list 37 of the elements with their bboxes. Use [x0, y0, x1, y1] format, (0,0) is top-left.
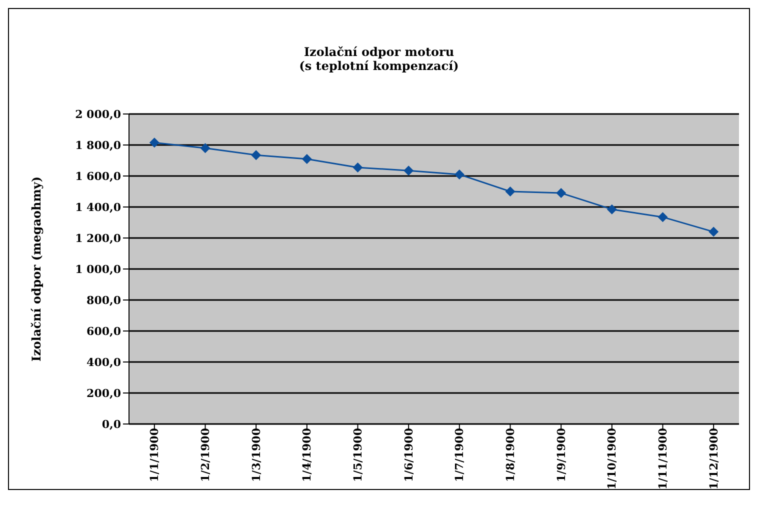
point: [352, 162, 363, 172]
point: [505, 186, 516, 196]
y-tick-label: 1 800,0: [75, 138, 122, 152]
y-tick-label: 400,0: [86, 356, 122, 369]
x-tick-label: 1/1/1900: [148, 428, 162, 482]
point: [251, 150, 262, 160]
y-tick-label: 1 200,0: [75, 232, 122, 245]
x-tick-label: 1/2/1900: [199, 428, 212, 482]
point: [302, 154, 312, 164]
x-tick-label: 1/11/1900: [656, 428, 670, 490]
y-tick-label: 600,0: [86, 324, 122, 338]
y-tick-label: 1 600,0: [75, 170, 122, 183]
x-tick-label: 1/9/1900: [554, 428, 568, 482]
y-tick-label: 1 000,0: [75, 262, 122, 276]
point: [200, 143, 210, 154]
y-tick-label: 1 400,0: [75, 200, 122, 214]
x-tick-label: 1/6/1900: [402, 428, 416, 482]
x-tick-label: 1/10/1900: [606, 428, 619, 490]
point: [708, 226, 719, 237]
x-tick-label: 1/12/1900: [707, 428, 720, 490]
point: [454, 169, 464, 180]
y-tick-label: 0,0: [102, 418, 122, 431]
x-tick-label: 1/7/1900: [453, 428, 466, 482]
x-tick-label: 1/8/1900: [504, 428, 518, 482]
x-tick-label: 1/3/1900: [250, 428, 263, 482]
point: [556, 188, 566, 198]
x-tick-label: 1/5/1900: [352, 428, 365, 482]
x-tick-label: 1/4/1900: [300, 428, 314, 482]
y-tick-label: 2 000,0: [75, 108, 122, 121]
y-axis-title: Izolační odpor (megaohmy): [29, 176, 44, 362]
chart-title: Izolační odpor motoru (s teplotní kompenzací): [298, 45, 460, 73]
point: [606, 204, 617, 214]
point: [149, 138, 160, 148]
y-tick-label: 800,0: [86, 294, 122, 307]
point: [404, 166, 414, 176]
point: [658, 212, 668, 222]
y-tick-label: 200,0: [86, 386, 122, 400]
